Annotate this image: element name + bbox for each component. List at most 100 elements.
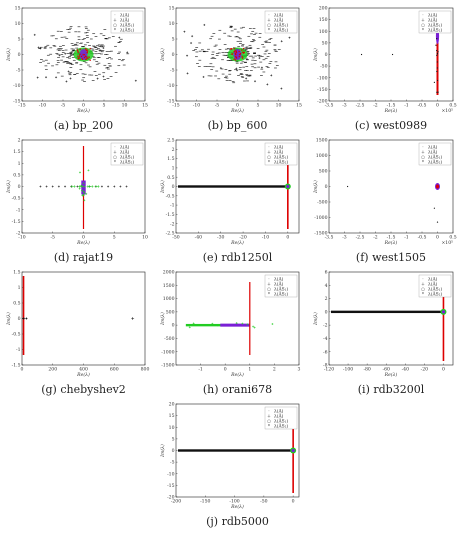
y-tick-label: 500 — [166, 309, 175, 315]
data-point — [270, 74, 273, 77]
data-point — [437, 91, 439, 93]
x-tick-label: -1 — [198, 367, 203, 373]
panel-10: -200 -150 -100 -50 0-20-15-10-505101520Re(λ)… — [159, 402, 300, 528]
data-point — [89, 47, 91, 50]
data-point — [36, 76, 39, 79]
y-tick-label: 2 — [18, 138, 21, 144]
legend-entry: λ(Â) — [274, 150, 284, 156]
legend-entry: λ(ÂS₂) — [120, 28, 134, 34]
y-tick-label: 1500 — [316, 138, 328, 144]
legend-marker: · — [422, 14, 423, 19]
x-tick-label: -10 — [18, 235, 25, 241]
data-point — [242, 47, 245, 50]
panel-caption: (d) rajat19 — [54, 251, 113, 264]
data-point — [77, 57, 80, 59]
legend-entry: λ(A) — [120, 146, 130, 151]
data-point — [86, 185, 90, 188]
legend-box — [418, 274, 452, 298]
legend-marker: · — [268, 278, 269, 283]
data-point — [78, 55, 81, 57]
data-point — [78, 187, 81, 190]
legend-entry: λ(ÂS₁) — [274, 155, 288, 161]
legend-marker: * — [422, 293, 425, 298]
y-axis-label: Im(λ) — [312, 48, 319, 62]
legend-marker: ○ — [421, 156, 425, 161]
y-tick-label: 100 — [319, 29, 328, 35]
y-tick-label: 200 — [319, 6, 328, 12]
data-point — [288, 36, 291, 39]
data-point — [241, 56, 243, 58]
data-point — [76, 49, 79, 51]
data-point — [436, 221, 439, 223]
data-point — [219, 67, 222, 70]
data-point — [216, 324, 219, 327]
data-point — [45, 185, 48, 188]
data-point — [33, 33, 36, 36]
legend: · λ(A)+ λ(Â)○ λ(ÂS₁)* λ(ÂS₂) — [264, 274, 298, 298]
data-point — [260, 66, 263, 69]
data-point — [80, 184, 83, 187]
legend-marker: · — [268, 14, 269, 19]
panel-caption: (e) rdb1250l — [203, 251, 273, 264]
legend-marker: ○ — [113, 156, 117, 161]
y-tick-label: -0.5 — [12, 332, 21, 338]
data-point — [83, 185, 86, 188]
plot-frame — [21, 271, 146, 366]
data-point — [25, 317, 28, 320]
marks — [22, 276, 135, 355]
red-band — [22, 276, 25, 355]
y-tick-label: 10 — [169, 425, 175, 431]
legend-entry: λ(ÂS₂) — [274, 28, 288, 34]
data-point — [82, 182, 85, 185]
y-axis-label: Im(λ) — [159, 312, 166, 326]
red-band — [442, 276, 445, 361]
x-tick-label: -1.5 — [387, 103, 396, 109]
legend: · λ(A)+ λ(Â)○ λ(ÂS₁)* λ(ÂS₂) — [110, 142, 144, 166]
legend-entry: λ(Â) — [274, 18, 284, 24]
legend-marker: * — [268, 425, 271, 430]
x-tick-label: 5 — [257, 103, 260, 109]
legend-entry: λ(ÂS₁) — [120, 23, 134, 29]
data-point — [241, 49, 243, 51]
cluster-purple — [286, 184, 290, 189]
legend-entry: λ(A) — [274, 14, 284, 19]
legend-entry: λ(ÂS₁) — [428, 23, 442, 29]
x-tick-label: -3 — [342, 235, 347, 241]
legend-box — [418, 142, 452, 166]
y-tick-label: -1500 — [161, 363, 174, 369]
data-point — [55, 76, 58, 79]
y-axis-label: Im(λ) — [5, 180, 12, 194]
data-point — [69, 77, 72, 80]
y-tick-label: -1000 — [161, 349, 174, 355]
data-point — [77, 55, 79, 57]
x-axis-label: Re(λ) — [76, 107, 90, 114]
data-point — [234, 53, 237, 55]
x-axis-label: Re(λ) — [76, 239, 90, 246]
red-band — [249, 282, 251, 355]
y-tick-label: -2.5 — [166, 231, 175, 237]
legend-marker: · — [422, 146, 423, 151]
legend: · λ(A)+ λ(Â)○ λ(ÂS₁)* λ(ÂS₂) — [264, 142, 298, 166]
x-tick-label: 15 — [142, 103, 148, 109]
x-axis-label: Re(λ) — [76, 371, 90, 378]
y-tick-label: -0.5 — [12, 196, 21, 202]
y-tick-label: 1.5 — [13, 270, 20, 276]
x-tick-label: -50 — [172, 235, 179, 241]
x-tick-label: 15 — [296, 103, 302, 109]
panel-caption: (c) west0989 — [355, 119, 427, 132]
legend-entry: λ(Â) — [428, 18, 438, 24]
data-point — [280, 40, 283, 43]
data-point — [347, 185, 349, 188]
y-tick-label: -500 — [317, 200, 327, 206]
y-tick-label: 0 — [18, 316, 21, 322]
data-point — [245, 77, 248, 80]
x-tick-label: 2 — [273, 367, 276, 373]
data-point — [107, 185, 110, 188]
y-tick-label: 0 — [325, 52, 328, 58]
data-point — [70, 185, 74, 188]
y-tick-label: -5 — [16, 68, 21, 74]
legend-box — [264, 142, 298, 166]
x-tick-label: -15 — [18, 103, 25, 109]
data-point — [436, 91, 438, 93]
marks — [39, 146, 128, 229]
